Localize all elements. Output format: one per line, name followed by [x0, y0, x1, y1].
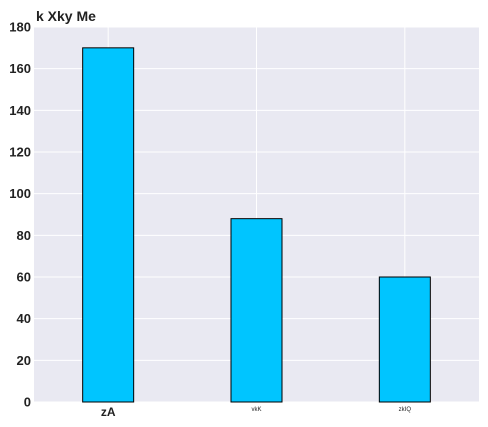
- y-tick-label: 0: [24, 395, 31, 410]
- chart-title: k Xky Me: [36, 8, 96, 24]
- y-axis-tick-labels: 0 20 40 60 80 100 120 140 160 180: [9, 20, 31, 410]
- y-tick-label: 80: [17, 228, 31, 243]
- y-tick-label: 180: [9, 20, 31, 35]
- y-tick-label: 40: [17, 311, 31, 326]
- x-tick-label: vkK: [251, 407, 261, 413]
- bar-vkK: [230, 218, 283, 403]
- y-tick-label: 120: [9, 145, 31, 160]
- y-tick-label: 140: [9, 103, 31, 118]
- x-axis-tick-labels: zA vkK zkIQ: [101, 405, 411, 419]
- bar-zA: [82, 47, 135, 403]
- bar-zkIQ: [378, 276, 431, 403]
- y-tick-label: 20: [17, 353, 31, 368]
- y-tick-label: 160: [9, 61, 31, 76]
- y-tick-label: 60: [17, 270, 31, 285]
- y-tick-label: 100: [9, 186, 31, 201]
- x-tick-label: zA: [101, 405, 116, 419]
- x-tick-label: zkIQ: [399, 407, 412, 413]
- bars: [82, 47, 431, 403]
